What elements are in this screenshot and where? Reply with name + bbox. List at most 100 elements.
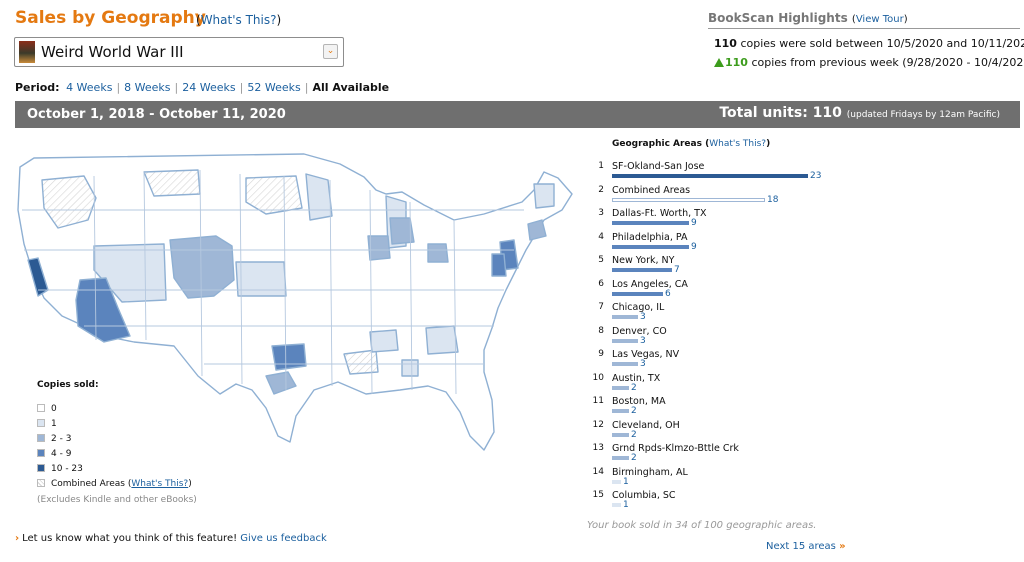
area-count: 1 (623, 476, 629, 487)
area-rank: 9 (598, 349, 604, 359)
area-count: 9 (691, 241, 697, 252)
chevron-down-icon[interactable]: ⌄ (323, 44, 338, 59)
area-row[interactable]: 12 Cleveland, OH 2 (592, 420, 832, 443)
area-count: 9 (691, 218, 697, 228)
area-name: Austin, TX (612, 372, 661, 384)
next-areas-label[interactable]: Next 15 areas (766, 541, 836, 552)
area-name: Denver, CO (612, 325, 667, 337)
area-row[interactable]: 4 Philadelphia, PA 9 (592, 232, 832, 255)
region-light-maine (533, 183, 555, 209)
area-row[interactable]: 10 Austin, TX 2 (592, 373, 832, 396)
area-bar (612, 268, 672, 272)
highlights-title: BookScan Highlights (708, 11, 848, 25)
weekly-change-text: copies from previous week (9/28/2020 - 1… (751, 56, 1024, 69)
geographic-areas-header: Geographic Areas (What's This?) (612, 139, 771, 149)
area-rank: 6 (598, 278, 604, 289)
bookscan-highlights: BookScan Highlights (View Tour) 110 copi… (708, 11, 1024, 69)
legend-label: 1 (51, 419, 57, 429)
period-52-weeks[interactable]: 52 Weeks (247, 81, 301, 94)
region-light-tennessee (369, 329, 399, 353)
area-row[interactable]: 13 Grnd Rpds-Klmzo-Bttle Crk 2 (592, 443, 832, 466)
region-mid-birmingham (401, 359, 419, 377)
legend-whats-this-link[interactable]: What's This? (131, 479, 189, 489)
area-rank: 8 (598, 325, 604, 336)
area-name: Cleveland, OH (612, 419, 680, 431)
area-rank: 2 (598, 184, 604, 195)
area-bar (612, 174, 808, 178)
area-row[interactable]: 9 Las Vegas, NV 3 (592, 349, 832, 372)
area-rank: 10 (592, 372, 604, 383)
legend-item: 4 - 9 (37, 449, 197, 464)
area-bar (612, 362, 638, 366)
double-chevron-right-icon: » (839, 541, 846, 552)
book-select[interactable]: Weird World War III ⌄ (14, 37, 344, 67)
area-row[interactable]: 1 SF-Okland-San Jose 23 (592, 161, 832, 184)
geographic-areas-whats-this[interactable]: What's This? (709, 139, 767, 149)
total-units-label: Total units: 110 (719, 105, 842, 121)
legend-label: 4 - 9 (51, 449, 72, 459)
date-range: October 1, 2018 - October 11, 2020 (27, 107, 286, 122)
legend-item: 0 (37, 404, 197, 419)
feedback-text: Let us know what you think of this featu… (22, 533, 238, 544)
region-dark-dallas (271, 343, 307, 371)
whats-this-link[interactable]: What's This? (200, 13, 277, 27)
feedback-line: › Let us know what you think of this feat… (15, 533, 327, 544)
legend-label: 10 - 23 (51, 464, 83, 474)
region-borders-west (93, 169, 287, 391)
area-row[interactable]: 14 Birmingham, AL 1 (592, 467, 832, 490)
area-rank: 4 (598, 231, 604, 242)
area-bar (612, 503, 621, 507)
area-rank: 5 (598, 255, 604, 265)
legend-item: 10 - 23 (37, 464, 197, 479)
us-sales-map[interactable] (14, 150, 586, 455)
region-mid-denver (169, 235, 235, 299)
book-cover-thumbnail (19, 41, 35, 63)
region-borders-horizontal (22, 209, 524, 365)
whats-this-header: (What's This?) (196, 13, 281, 27)
period-label: Period: (15, 81, 60, 94)
period-4-weeks[interactable]: 4 Weeks (66, 81, 113, 94)
area-row[interactable]: 3 Dallas-Ft. Worth, TX 9 (592, 208, 832, 231)
legend-item: 2 - 3 (37, 434, 197, 449)
area-name: Dallas-Ft. Worth, TX (612, 208, 707, 219)
whats-this-open: ( (196, 13, 201, 27)
view-tour-link[interactable]: View Tour (855, 14, 904, 25)
period-divider: | (174, 81, 179, 94)
date-range-banner: October 1, 2018 - October 11, 2020 Total… (15, 101, 1020, 128)
view-tour-open: ( (851, 14, 856, 25)
feedback-link[interactable]: Give us feedback (240, 533, 327, 544)
area-row[interactable]: 5 New York, NY 7 (592, 255, 832, 278)
legend-swatch-combined (37, 479, 45, 487)
period-selector: Period: 4 Weeks | 8 Weeks | 24 Weeks | 52 Week… (15, 81, 389, 94)
legend-swatch (37, 404, 45, 412)
legend-item: 1 (37, 419, 197, 434)
area-count: 7 (674, 265, 680, 275)
area-count: 2 (631, 429, 637, 440)
region-light-minnesota (305, 173, 333, 221)
legend-note: (Excludes Kindle and other eBooks) (37, 495, 197, 505)
area-rank: 11 (592, 396, 604, 406)
weekly-change-count: 110 (725, 56, 748, 69)
total-units: Total units: 110 (updated Fridays by 12a… (719, 105, 1000, 121)
period-divider: | (116, 81, 121, 94)
area-row[interactable]: 11 Boston, MA 2 (592, 396, 832, 419)
area-row[interactable]: 7 Chicago, IL 3 (592, 302, 832, 325)
region-mid-cleveland (427, 243, 449, 263)
period-8-weeks[interactable]: 8 Weeks (124, 81, 171, 94)
legend-label: 0 (51, 404, 57, 414)
area-bar (612, 385, 629, 390)
chevron-right-icon: › (15, 533, 20, 544)
area-row[interactable]: 15 Columbia, SC 1 (592, 490, 832, 513)
area-row[interactable]: 2 Combined Areas 18 (592, 185, 832, 208)
period-all-available[interactable]: All Available (312, 81, 390, 94)
period-24-weeks[interactable]: 24 Weeks (182, 81, 236, 94)
area-row[interactable]: 8 Denver, CO 3 (592, 326, 832, 349)
area-name: SF-Okland-San Jose (612, 161, 705, 172)
next-areas-link[interactable]: Next 15 areas » (766, 541, 846, 552)
area-name: Combined Areas (612, 184, 691, 196)
region-light-southeast (425, 325, 459, 355)
area-name: New York, NY (612, 255, 675, 266)
area-name: Grnd Rpds-Klmzo-Bttle Crk (612, 443, 739, 454)
area-name: Boston, MA (612, 396, 666, 407)
area-row[interactable]: 6 Los Angeles, CA 6 (592, 279, 832, 302)
